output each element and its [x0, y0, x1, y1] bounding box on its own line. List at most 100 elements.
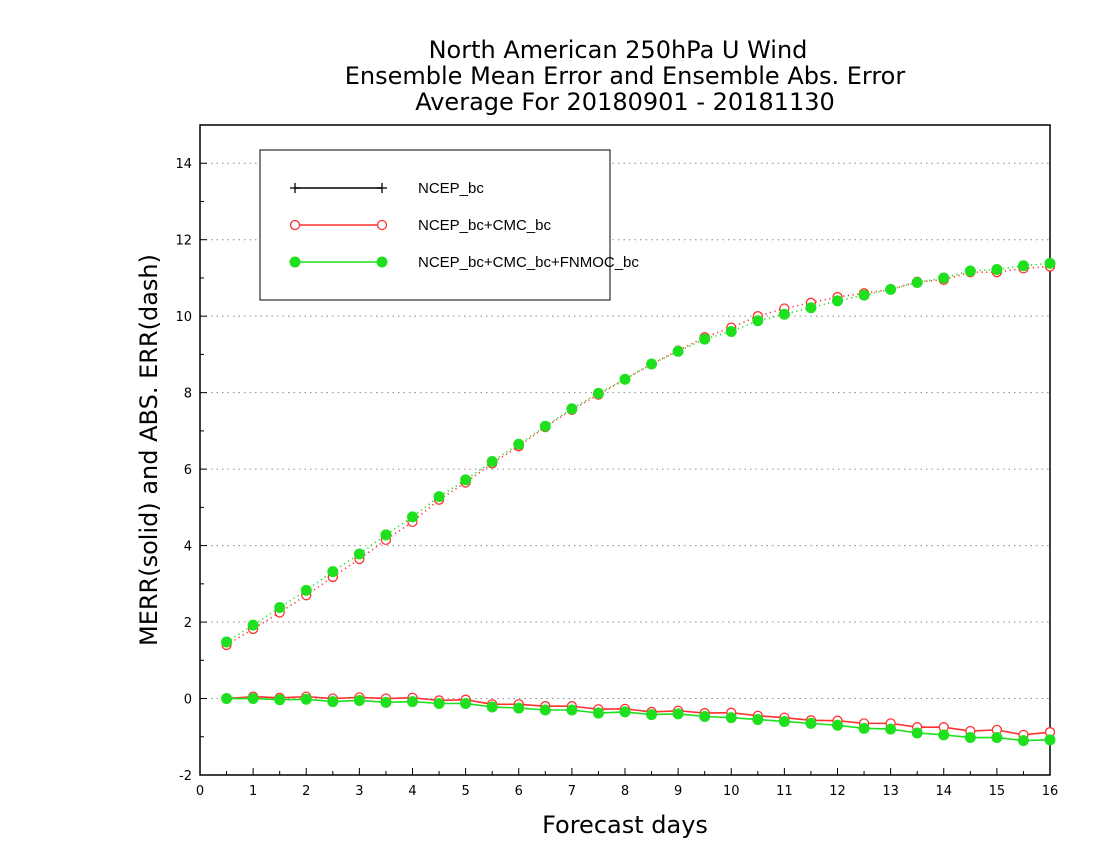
legend-item: NCEP_bc [290, 180, 484, 197]
chart-title-line-3: Average For 20180901 - 20181130 [415, 88, 835, 116]
x-tick-label: 12 [829, 784, 846, 799]
data-point-abs-err [964, 265, 976, 277]
data-point-abs-err [911, 277, 923, 289]
legend-label: NCEP_bc [418, 180, 484, 197]
data-point-merr [539, 704, 551, 716]
series-line-abs-err [226, 265, 1051, 646]
data-point-merr [619, 706, 631, 718]
data-point-abs-err [885, 283, 897, 295]
data-point-abs-err [433, 491, 445, 503]
data-point-merr [247, 693, 259, 705]
x-tick-label: 1 [249, 784, 257, 799]
data-point-abs-err [778, 308, 790, 320]
data-point-abs-err [486, 455, 498, 467]
data-point-abs-err [699, 333, 711, 345]
data-point-abs-err [460, 474, 472, 486]
series-line-abs-err [226, 262, 1051, 643]
x-tick-label: 15 [989, 784, 1006, 799]
chart-title-line-2: Ensemble Mean Error and Ensemble Abs. Er… [345, 62, 906, 90]
chart-title-line-1: North American 250hPa U Wind [429, 36, 808, 64]
data-point-abs-err [1044, 257, 1056, 269]
data-point-merr [832, 719, 843, 731]
gridlines [200, 162, 1050, 700]
data-point-merr [911, 727, 923, 739]
data-point-merr [592, 707, 604, 719]
data-point-merr [486, 701, 498, 713]
series-line-merr [226, 697, 1051, 742]
data-point-merr [964, 732, 976, 744]
series-3 [221, 257, 1056, 747]
data-point-abs-err [247, 619, 259, 631]
data-point-merr [778, 715, 790, 727]
y-tick-label: 10 [175, 310, 192, 325]
data-point-merr [991, 732, 1003, 744]
data-point-abs-err [221, 636, 233, 648]
data-point-abs-err [327, 566, 339, 578]
x-tick-label: 5 [461, 784, 469, 799]
data-point-merr [513, 702, 525, 714]
data-point-abs-err [566, 403, 578, 415]
data-point-abs-err [407, 511, 418, 523]
x-tick-label: 10 [723, 784, 740, 799]
x-tick-label: 11 [776, 784, 793, 799]
data-point-abs-err [380, 529, 392, 541]
y-tick-label: 14 [175, 157, 192, 172]
data-point-abs-err [274, 602, 286, 614]
data-point-abs-err [300, 584, 312, 596]
chart-title: North American 250hPa U Wind Ensemble Me… [345, 36, 906, 116]
series-2 [221, 261, 1056, 741]
data-point-abs-err [353, 548, 365, 560]
x-tick-label: 13 [882, 784, 899, 799]
data-point-abs-err [539, 420, 551, 432]
data-point-abs-err [672, 345, 684, 357]
data-point-abs-err [725, 325, 737, 337]
x-tick-label: 3 [355, 784, 363, 799]
data-point-merr [380, 696, 392, 708]
y-axis-label: MERR(solid) and ABS. ERR(dash) [135, 254, 163, 646]
data-point-merr [672, 708, 684, 720]
data-point-abs-err [991, 264, 1003, 276]
data-point-merr [805, 717, 817, 729]
legend-marker [377, 183, 387, 193]
data-point-merr [566, 704, 578, 716]
x-axis: 0 1 2 3 4 5 6 7 8 9 10 11 12 13 14 15 16 [196, 768, 1058, 799]
x-tick-label: 4 [408, 784, 416, 799]
data-point-abs-err [513, 438, 525, 450]
data-point-merr [407, 696, 418, 708]
legend-item: NCEP_bc+CMC_bc [289, 217, 551, 234]
legend-marker [289, 256, 301, 268]
legend-item: NCEP_bc+CMC_bc+FNMOC_bc [289, 254, 639, 271]
legend-label: NCEP_bc+CMC_bc+FNMOC_bc [418, 254, 639, 271]
y-tick-label: 4 [184, 540, 192, 555]
y-tick-label: 2 [184, 616, 192, 631]
x-tick-label: 16 [1042, 784, 1059, 799]
data-point-merr [1017, 735, 1029, 747]
legend-marker [376, 219, 388, 231]
y-tick-label: 0 [184, 693, 192, 708]
x-tick-label: 8 [621, 784, 629, 799]
y-tick-label: 12 [175, 234, 192, 249]
data-point-abs-err [752, 315, 764, 327]
data-point-abs-err [805, 302, 817, 314]
legend-marker [290, 183, 300, 193]
data-point-abs-err [646, 358, 658, 370]
x-tick-label: 7 [568, 784, 576, 799]
data-point-merr [1044, 734, 1056, 746]
data-point-merr [460, 698, 472, 709]
data-point-merr [327, 696, 339, 708]
data-point-merr [353, 694, 365, 706]
y-tick-label: -2 [179, 769, 192, 784]
data-point-abs-err [619, 373, 631, 385]
x-axis-label: Forecast days [542, 811, 708, 839]
x-tick-label: 2 [302, 784, 310, 799]
data-point-abs-err [832, 295, 843, 307]
legend-marker [289, 219, 301, 231]
data-point-merr [752, 714, 764, 726]
legend-items: NCEP_bc NCEP_bc+CMC_bc NCEP_bc+CMC_bc+FNMO… [289, 180, 639, 271]
data-point-abs-err [938, 272, 950, 284]
series [221, 257, 1056, 747]
data-point-abs-err [592, 387, 604, 399]
x-tick-label: 14 [935, 784, 952, 799]
data-point-merr [221, 693, 233, 705]
